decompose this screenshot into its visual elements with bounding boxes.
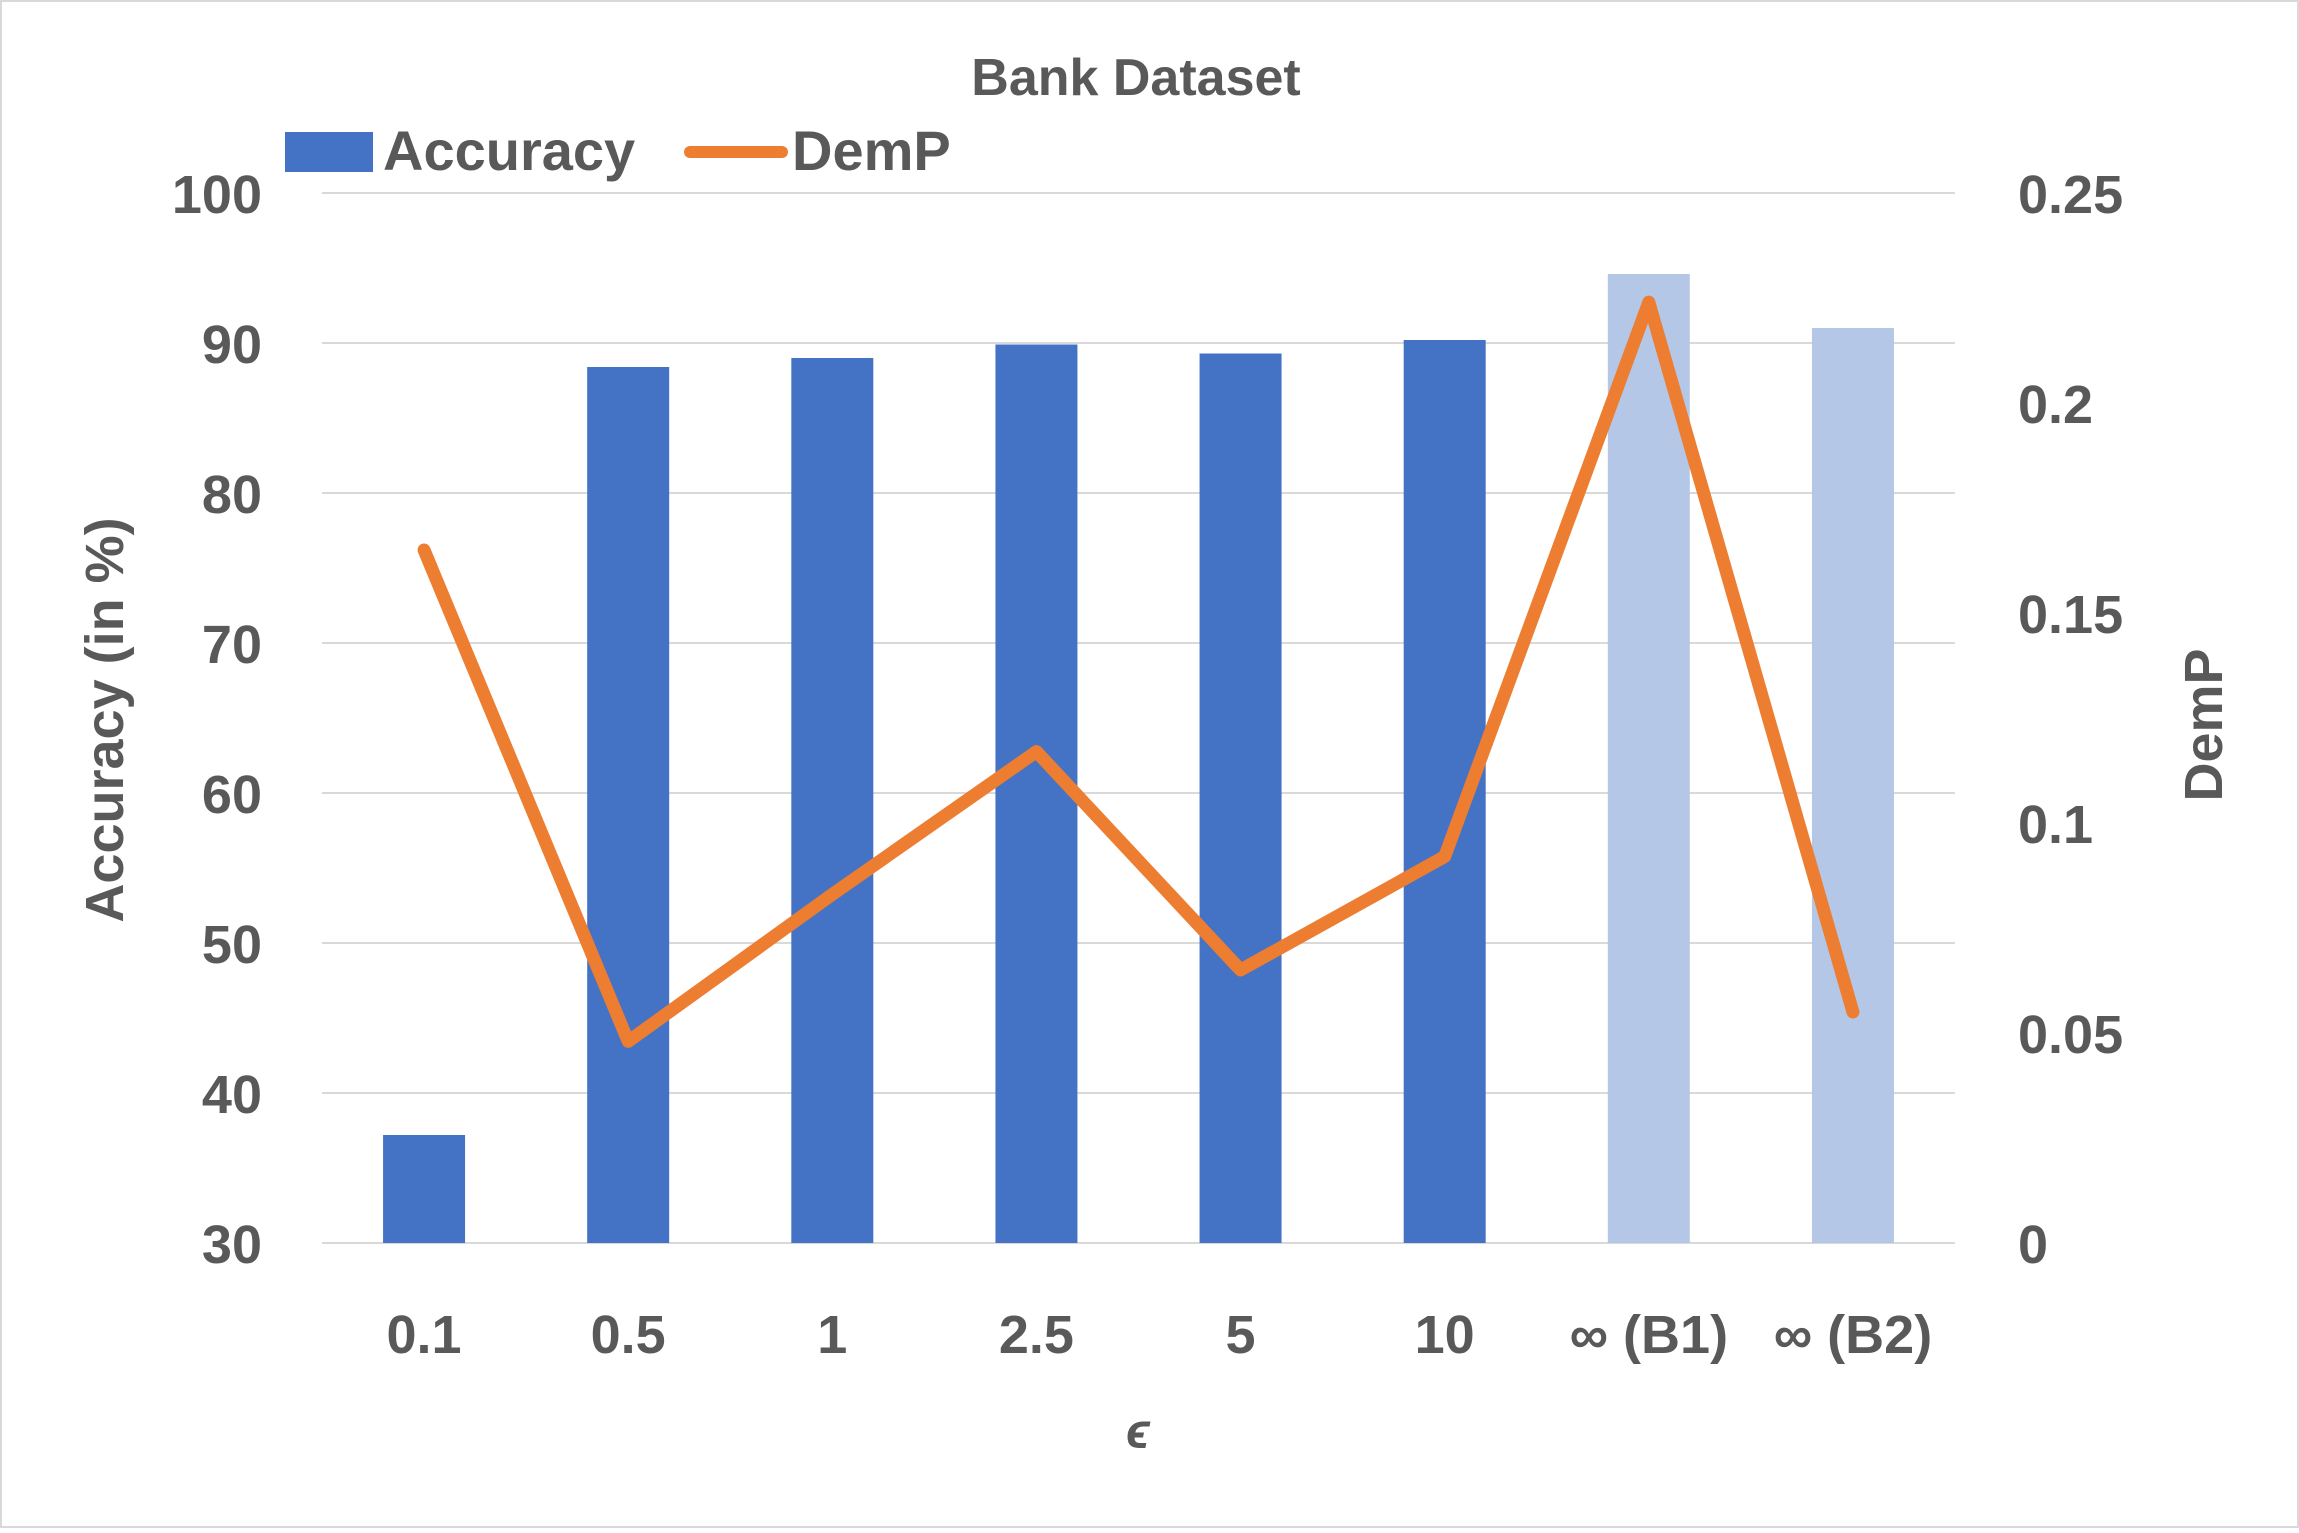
y2-tick-label: 0.2 — [2018, 375, 2093, 435]
y-axis-title: Accuracy (in %) — [75, 517, 135, 922]
x-tick-label: ∞ (B1) — [1570, 1305, 1729, 1365]
legend: Accuracy DemP — [285, 119, 951, 182]
accuracy-bar — [791, 358, 874, 1243]
y2-tick-label: 0.25 — [2018, 165, 2123, 225]
demp-point — [1035, 750, 1038, 753]
accuracy-bar — [1811, 328, 1894, 1243]
accuracy-bar — [383, 1135, 466, 1243]
y-tick-label: 70 — [202, 615, 262, 675]
demp-point — [1851, 1011, 1854, 1013]
y-tick-label: 50 — [202, 915, 262, 975]
y-tick-label: 80 — [202, 465, 262, 525]
legend-demp-label: DemP — [792, 119, 951, 182]
chart-title: Bank Dataset — [971, 49, 1300, 107]
y-tick-label: 100 — [172, 165, 262, 225]
demp-point — [831, 893, 834, 896]
y2-tick-label: 0.1 — [2018, 795, 2093, 855]
y-tick-label: 90 — [202, 315, 262, 375]
y-tick-label: 60 — [202, 765, 262, 825]
x-tick-label: 5 — [1226, 1305, 1256, 1365]
demp-point — [627, 1040, 630, 1043]
legend-accuracy-swatch — [285, 132, 373, 172]
x-tick-label: 2.5 — [999, 1305, 1074, 1365]
x-axis-title: ϵ — [1126, 1403, 1151, 1459]
y2-tick-label: 0.15 — [2018, 585, 2123, 645]
accuracy-bar — [587, 367, 670, 1243]
demp-point — [1647, 301, 1650, 304]
demp-point — [1443, 855, 1446, 858]
y2-tick-label: 0 — [2018, 1215, 2048, 1275]
accuracy-bar — [995, 344, 1078, 1243]
accuracy-bar — [1199, 353, 1282, 1243]
demp-line-group — [417, 295, 1860, 1048]
axis-labels: 30 40 50 60 70 80 90 100 0 0.05 0.1 0.15 0.2 0.25 0.1 0… — [172, 165, 2123, 1365]
legend-accuracy-label: Accuracy — [383, 119, 635, 182]
y-tick-label: 30 — [202, 1215, 262, 1275]
y2-axis-title: DemP — [2174, 648, 2234, 801]
accuracy-bar — [1607, 274, 1690, 1243]
demp-line — [417, 295, 1860, 1048]
y2-tick-label: 0.05 — [2018, 1005, 2123, 1065]
x-tick-label: 1 — [817, 1305, 847, 1365]
x-tick-label: ∞ (B2) — [1774, 1305, 1933, 1365]
demp-point — [423, 549, 426, 551]
y-tick-label: 40 — [202, 1065, 262, 1125]
accuracy-bars — [383, 274, 1894, 1243]
demp-point — [1239, 969, 1242, 971]
x-tick-label: 0.1 — [387, 1305, 462, 1365]
x-tick-label: 0.5 — [591, 1305, 666, 1365]
x-tick-label: 10 — [1415, 1305, 1475, 1365]
